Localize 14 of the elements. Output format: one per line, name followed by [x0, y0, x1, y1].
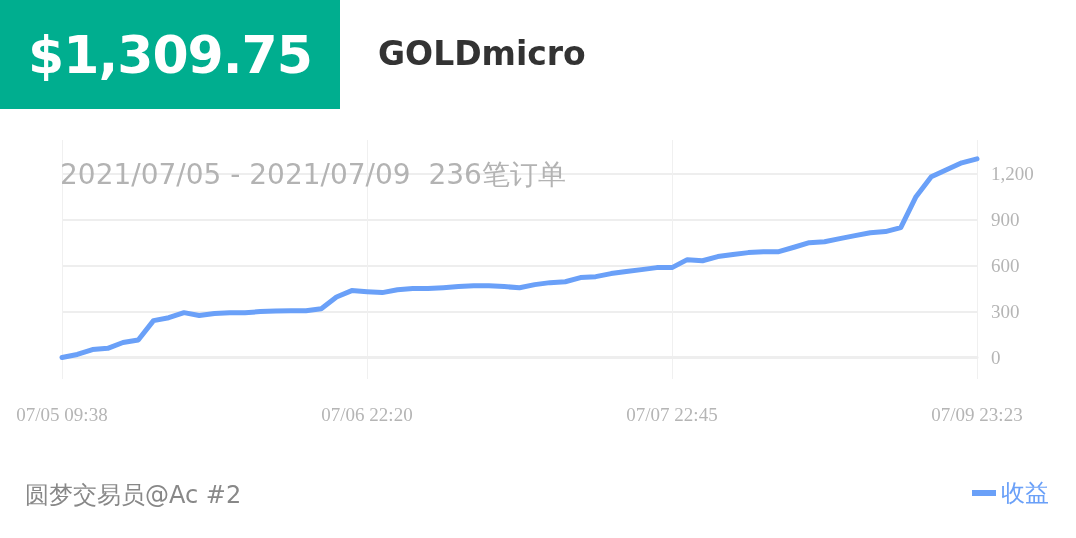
- y-tick-label: 900: [991, 209, 1020, 231]
- y-tick-label: 300: [991, 301, 1020, 323]
- x-tick-label: 07/06 22:20: [321, 404, 413, 425]
- y-tick-label: 600: [991, 255, 1020, 277]
- legend-label: 收益: [1001, 479, 1049, 507]
- chart-title: $1,309.75: [0, 0, 340, 109]
- y-tick-label: 0: [991, 347, 1001, 369]
- y-tick-label: 1,200: [991, 163, 1034, 185]
- x-tick-label: 07/09 23:23: [931, 404, 1023, 425]
- x-tick-label: 07/07 22:45: [626, 404, 718, 425]
- text: 圆梦交易员@Ac #2: [25, 480, 242, 511]
- annotation: 2021/07/05 - 2021/07/09 236笔订单: [60, 157, 566, 193]
- x-tick-label: 07/05 09:38: [16, 404, 108, 425]
- chart-subtitle: GOLDmicro: [378, 34, 586, 73]
